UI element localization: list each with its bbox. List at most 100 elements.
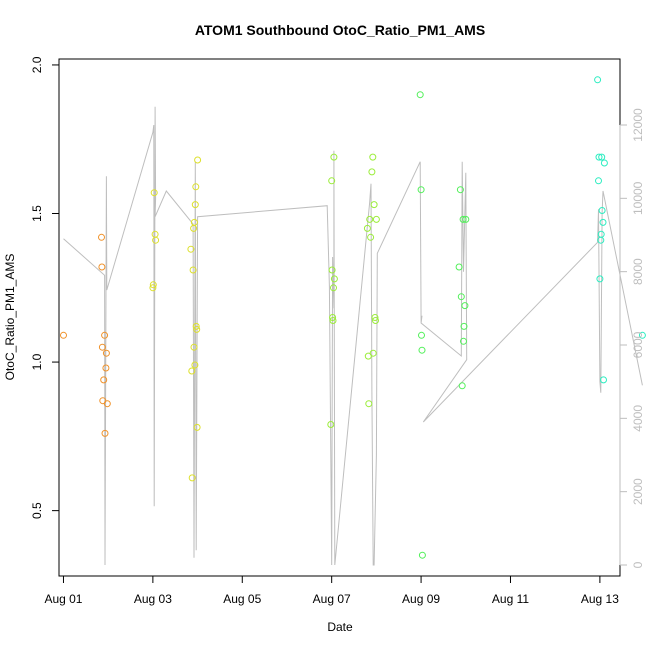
y-axis: 0.5 1.0 1.5 2.0 [30, 56, 60, 519]
data-point-21 [190, 343, 198, 351]
data-point-19 [189, 266, 197, 274]
data-point-69 [597, 230, 605, 238]
data-point-42 [367, 233, 375, 241]
data-point-67 [596, 275, 604, 283]
data-point-5 [100, 376, 108, 384]
x-tick-label-3: Aug 07 [313, 592, 351, 606]
data-point-30 [327, 421, 335, 428]
secondary-line-layer [63, 106, 643, 566]
data-point-2 [98, 263, 106, 271]
y-axis-label: OtoC_Ratio_PM1_AMS [3, 254, 17, 381]
data-point-7 [101, 429, 109, 437]
data-point-38 [363, 224, 371, 232]
data-point-3 [98, 343, 106, 351]
data-point-70 [598, 153, 606, 161]
data-point-52 [418, 331, 425, 339]
x-tick-label-2: Aug 05 [223, 592, 261, 606]
data-point-45 [369, 349, 377, 357]
data-point-37 [330, 275, 338, 283]
data-point-72 [599, 218, 607, 226]
x-axis: Aug 01 Aug 03 Aug 05 Aug 07 Aug 09 Aug 11 Aug … [44, 575, 619, 606]
plot-frame [58, 58, 621, 577]
data-point-9 [102, 349, 110, 357]
x-tick-label-1: Aug 03 [134, 592, 172, 606]
data-point-29 [194, 156, 202, 164]
data-point-71 [598, 207, 606, 214]
data-point-6 [101, 331, 109, 339]
y-tick-label-1: 1.0 [30, 353, 44, 370]
data-point-12 [149, 281, 157, 289]
data-point-26 [192, 322, 200, 330]
points-layer [60, 76, 646, 559]
y2-axis: 0 2000 4000 6000 8000 10000 12000 [619, 108, 645, 568]
x-tick-label-0: Aug 01 [44, 592, 82, 606]
data-point-51 [417, 186, 425, 194]
y2-tick-label-2: 4000 [631, 405, 645, 432]
y2-tick-label-4: 8000 [631, 258, 645, 285]
data-point-31 [328, 177, 336, 185]
data-point-35 [330, 284, 337, 292]
y-tick-label-0: 0.5 [30, 502, 44, 519]
data-point-58 [458, 382, 466, 390]
data-point-63 [462, 215, 470, 223]
data-point-53 [418, 346, 426, 354]
data-point-64 [594, 76, 602, 84]
data-point-54 [418, 551, 426, 559]
data-point-57 [457, 293, 465, 301]
y2-tick-label-1: 2000 [631, 478, 645, 505]
x-tick-label-4: Aug 09 [402, 592, 440, 606]
data-point-27 [193, 325, 201, 333]
data-point-10 [103, 400, 111, 408]
data-point-44 [369, 153, 377, 161]
y2-tick-label-3: 6000 [631, 331, 645, 358]
data-point-23 [191, 361, 199, 369]
data-point-8 [102, 364, 110, 372]
data-point-43 [368, 168, 376, 176]
data-point-11 [149, 284, 157, 292]
data-point-0 [60, 331, 67, 339]
data-point-28 [193, 423, 201, 431]
data-point-34 [329, 317, 337, 324]
data-point-61 [460, 322, 468, 330]
data-point-24 [191, 201, 199, 209]
x-tick-label-6: Aug 13 [581, 592, 619, 606]
y2-tick-label-6: 12000 [631, 108, 645, 142]
x-axis-label: Date [327, 620, 353, 634]
data-point-74 [600, 159, 608, 167]
data-point-56 [456, 186, 464, 194]
data-point-16 [187, 245, 195, 253]
data-point-18 [188, 474, 196, 482]
data-point-65 [595, 177, 602, 185]
data-point-73 [600, 376, 607, 384]
y-tick-label-2: 1.5 [30, 205, 44, 222]
data-point-48 [372, 317, 379, 324]
data-point-40 [365, 400, 373, 408]
data-point-25 [192, 183, 200, 191]
data-point-47 [371, 314, 379, 321]
data-point-59 [459, 215, 467, 223]
data-point-1 [98, 233, 105, 241]
data-point-46 [370, 201, 378, 209]
data-point-22 [190, 218, 198, 226]
data-point-32 [328, 266, 336, 274]
data-point-13 [150, 189, 158, 197]
data-point-50 [416, 91, 424, 99]
secondary-trace-line [63, 106, 643, 566]
data-point-66 [595, 153, 603, 161]
data-point-33 [329, 314, 337, 321]
data-point-49 [372, 215, 380, 223]
data-point-55 [455, 263, 463, 271]
y2-tick-label-5: 10000 [631, 181, 645, 215]
x-tick-label-5: Aug 11 [492, 592, 529, 606]
data-point-41 [366, 215, 374, 223]
data-point-15 [152, 236, 160, 244]
y2-tick-label-0: 0 [631, 561, 645, 568]
data-point-36 [330, 153, 338, 161]
y-tick-label-3: 2.0 [30, 56, 44, 73]
data-point-62 [461, 302, 469, 310]
data-point-17 [188, 367, 196, 375]
chart-title: ATOM1 Southbound OtoC_Ratio_PM1_AMS [195, 22, 485, 38]
data-point-75 [638, 331, 646, 339]
data-point-60 [460, 337, 467, 345]
